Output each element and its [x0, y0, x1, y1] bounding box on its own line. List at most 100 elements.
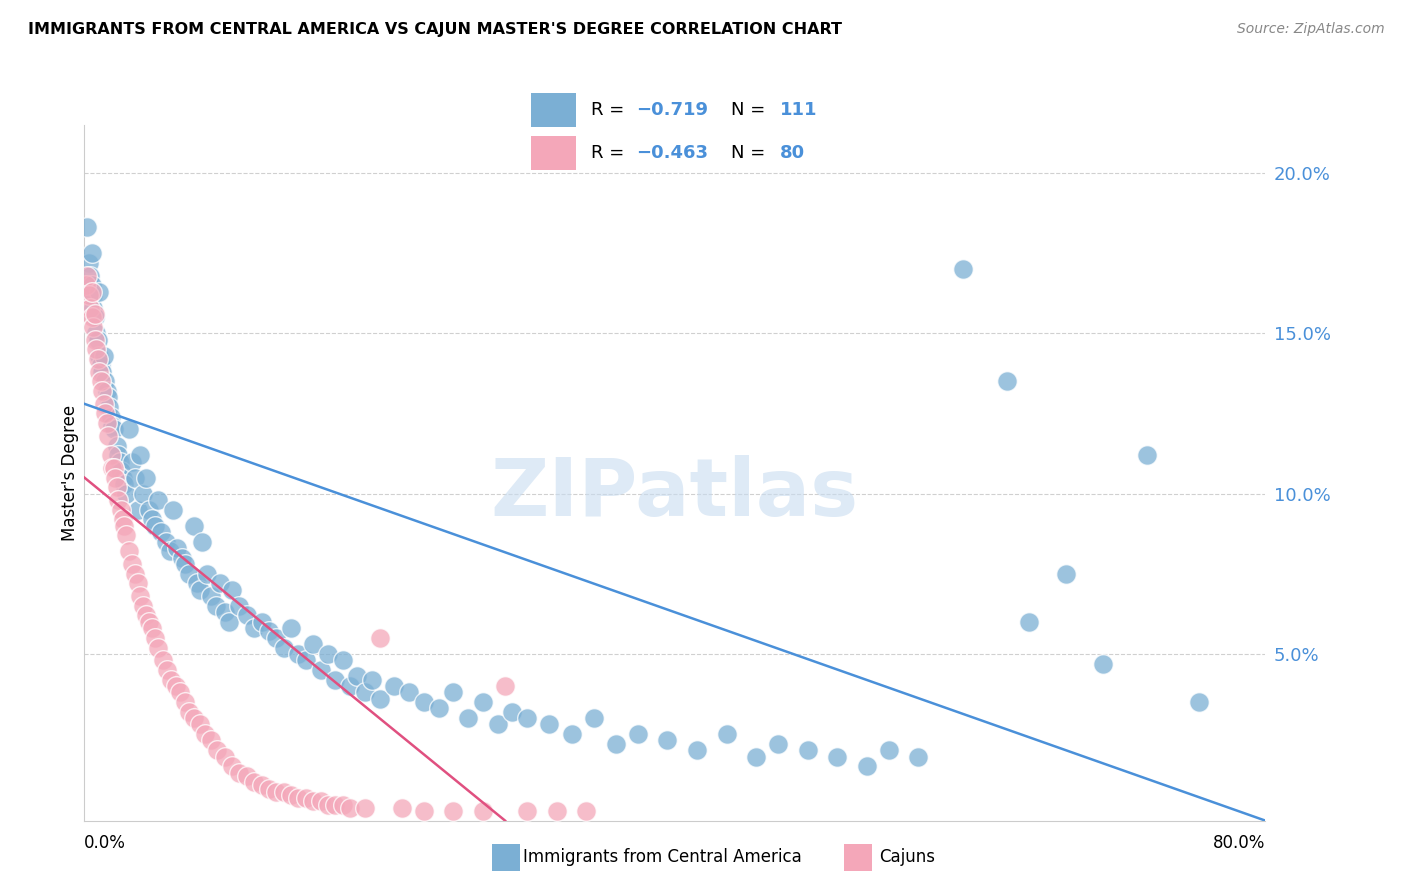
Point: [148, 493, 170, 508]
Point: [183, 711, 205, 725]
Point: [1091, 657, 1114, 671]
Point: [657, 733, 679, 747]
Point: [457, 711, 479, 725]
Point: [221, 759, 243, 773]
Point: [264, 785, 288, 799]
Point: [1188, 695, 1211, 709]
Point: [84, 326, 107, 341]
Point: [170, 550, 193, 565]
Point: [173, 557, 195, 571]
Point: [302, 637, 325, 651]
Point: [877, 743, 900, 757]
Point: [101, 419, 124, 434]
Text: 0.0%: 0.0%: [84, 834, 127, 852]
Point: [302, 794, 325, 808]
Point: [472, 804, 495, 818]
Text: N =: N =: [731, 101, 770, 119]
Point: [132, 486, 155, 500]
Point: [127, 502, 149, 516]
Point: [200, 733, 222, 747]
Point: [295, 653, 318, 667]
Point: [94, 375, 117, 389]
Point: [96, 416, 118, 430]
Point: [103, 422, 125, 436]
Point: [169, 685, 191, 699]
Point: [179, 566, 201, 581]
Point: [398, 685, 420, 699]
Point: [257, 781, 280, 796]
Point: [605, 737, 627, 751]
Point: [316, 647, 339, 661]
Point: [250, 615, 273, 629]
Point: [105, 480, 128, 494]
Point: [952, 262, 974, 277]
Point: [501, 705, 523, 719]
Point: [995, 375, 1018, 389]
Point: [141, 512, 163, 526]
Point: [243, 621, 266, 635]
Point: [112, 518, 135, 533]
Point: [77, 256, 100, 270]
FancyBboxPatch shape: [531, 93, 576, 127]
Point: [295, 791, 318, 805]
Point: [1018, 615, 1040, 629]
Point: [486, 717, 509, 731]
Point: [309, 794, 332, 808]
Point: [79, 301, 101, 315]
Point: [346, 669, 368, 683]
Text: 80: 80: [780, 145, 806, 162]
Point: [280, 788, 302, 802]
Point: [118, 422, 141, 436]
Point: [101, 461, 124, 475]
Point: [77, 288, 100, 302]
Point: [132, 599, 155, 613]
Text: ZIPatlas: ZIPatlas: [491, 455, 859, 533]
Point: [214, 605, 236, 619]
Point: [546, 804, 568, 818]
Point: [796, 743, 818, 757]
Point: [138, 502, 160, 516]
Text: R =: R =: [591, 145, 630, 162]
Point: [76, 268, 98, 283]
Point: [112, 477, 135, 491]
Point: [104, 470, 127, 484]
Point: [82, 319, 104, 334]
Point: [121, 454, 143, 468]
Point: [124, 566, 146, 581]
Point: [194, 727, 217, 741]
Point: [118, 544, 141, 558]
Point: [218, 615, 240, 629]
Point: [150, 524, 173, 539]
Point: [538, 717, 561, 731]
Point: [368, 691, 391, 706]
Point: [413, 804, 436, 818]
Point: [152, 653, 174, 667]
Point: [273, 785, 295, 799]
Point: [1054, 566, 1077, 581]
Point: [127, 576, 149, 591]
Point: [114, 486, 136, 500]
Y-axis label: Master's Degree: Master's Degree: [62, 405, 80, 541]
Point: [135, 608, 157, 623]
Point: [166, 541, 188, 555]
Point: [907, 749, 929, 764]
Point: [188, 582, 211, 597]
Point: [179, 705, 201, 719]
Point: [441, 804, 464, 818]
Text: −0.719: −0.719: [637, 101, 709, 119]
Point: [287, 791, 309, 805]
Text: Source: ZipAtlas.com: Source: ZipAtlas.com: [1237, 22, 1385, 37]
Point: [156, 663, 179, 677]
Point: [209, 576, 232, 591]
Point: [80, 246, 103, 260]
Point: [107, 493, 129, 508]
Point: [143, 631, 166, 645]
Point: [82, 288, 104, 302]
Point: [221, 582, 243, 597]
Point: [83, 310, 105, 325]
Point: [323, 797, 347, 812]
Point: [90, 359, 112, 373]
Point: [413, 695, 436, 709]
Point: [148, 640, 170, 655]
Point: [280, 621, 302, 635]
